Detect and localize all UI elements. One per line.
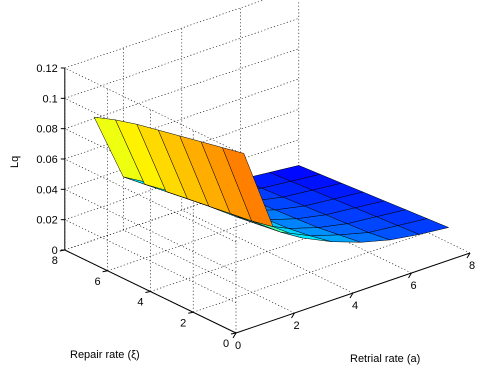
grid-line	[64, 139, 299, 220]
x-tick-mark	[466, 252, 471, 259]
x-axis-label: Retrial rate (a)	[350, 353, 420, 365]
grid-line	[64, 67, 237, 152]
grid-line	[64, 0, 265, 69]
grid-line	[193, 231, 428, 313]
y-tick-label: 4	[137, 297, 143, 309]
grid-line	[64, 169, 299, 251]
x-tick-mark	[291, 312, 295, 319]
y-axis-label: Repair rate (ξ)	[70, 349, 140, 361]
y-tick-label: 6	[95, 276, 101, 288]
axes-frame	[59, 67, 471, 339]
z-axis-label: Lq	[9, 156, 21, 168]
z-tick-label: 0.12	[36, 63, 57, 75]
grid-line	[64, 48, 299, 129]
z-tick-label: 0.02	[36, 215, 57, 227]
surface-mesh	[93, 116, 449, 243]
grid-line	[64, 18, 299, 99]
x-tick-label: 4	[352, 300, 358, 312]
y-tick-mark	[188, 311, 194, 314]
y-tick-mark	[230, 332, 237, 335]
z-tick-label: 0.08	[36, 124, 57, 136]
grid-line	[64, 158, 237, 243]
grid-line	[107, 190, 342, 272]
x-tick-label: 0	[235, 340, 241, 352]
x-tick-mark	[349, 292, 354, 299]
grid-line	[123, 229, 295, 314]
y-tick-label: 8	[52, 255, 58, 267]
y-tick-label: 2	[180, 317, 186, 329]
x-tick-label: 2	[293, 320, 299, 332]
surface-patch	[397, 218, 449, 235]
y-tick-mark	[145, 291, 151, 293]
grid-line	[181, 209, 354, 294]
grid-line	[64, 219, 237, 303]
x-tick-mark	[408, 272, 412, 279]
grid-line	[150, 211, 385, 292]
z-tick-label: 0	[52, 245, 58, 257]
x-tick-mark	[232, 332, 237, 339]
grid-line	[64, 189, 237, 273]
grid-line	[298, 169, 471, 254]
grid-line	[64, 109, 299, 190]
y-tick-mark	[102, 270, 108, 273]
z-tick-label: 0.04	[36, 184, 57, 196]
x-tick-label: 6	[410, 280, 416, 292]
z-tick-label: 0.06	[36, 154, 57, 166]
grid-line	[64, 78, 299, 160]
grid-line	[240, 189, 412, 274]
y-tick-label: 0	[223, 338, 229, 350]
x-tick-label: 8	[469, 260, 475, 272]
z-tick-label: 0.1	[43, 93, 58, 105]
